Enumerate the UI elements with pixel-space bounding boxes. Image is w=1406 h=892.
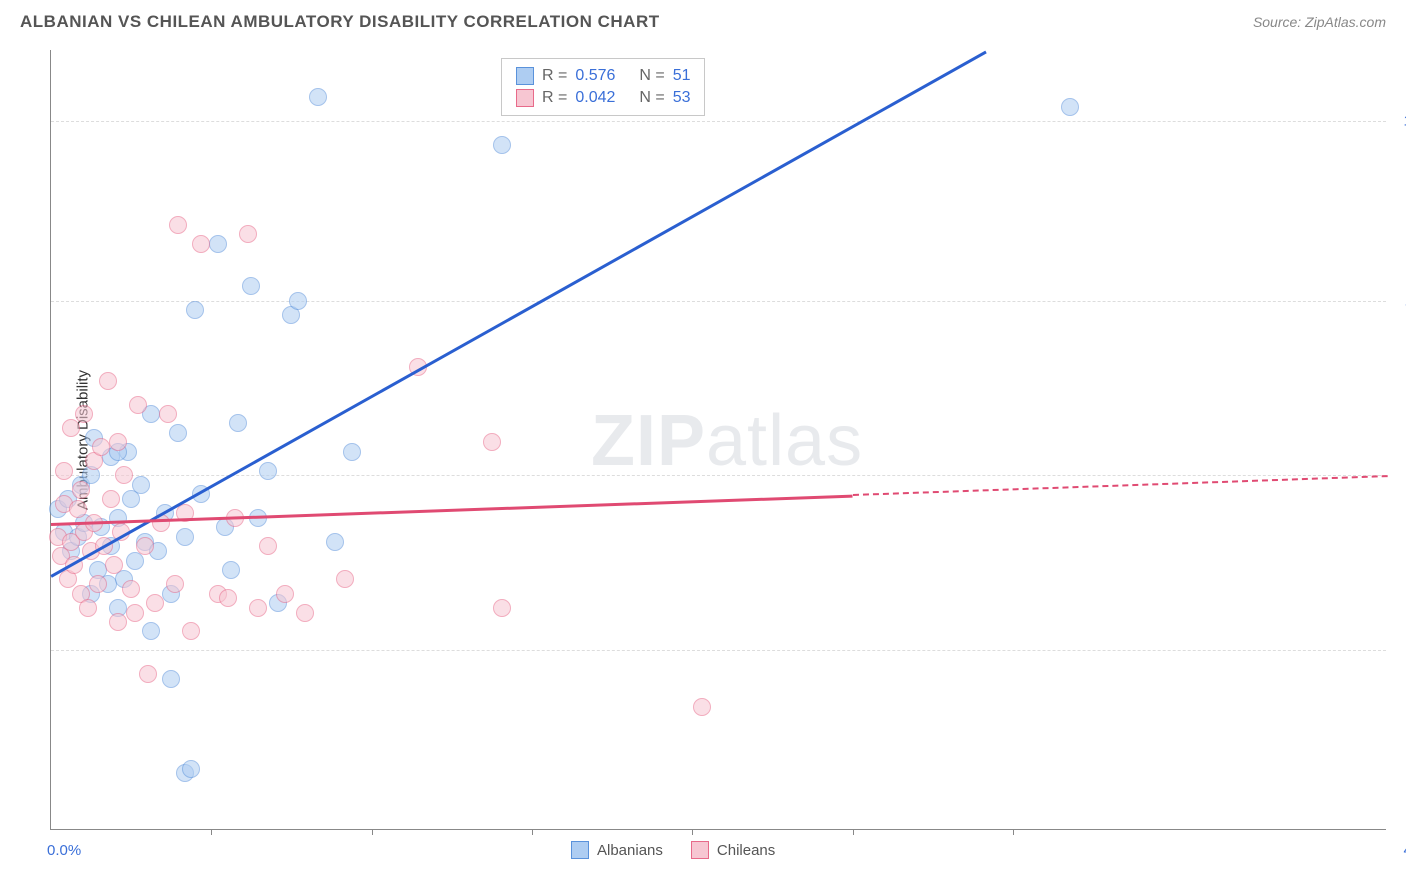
data-point [159,405,177,423]
data-point [69,500,87,518]
data-point [242,277,260,295]
legend-swatch [691,841,709,859]
data-point [259,537,277,555]
y-tick-label: 3.8% [1391,642,1406,659]
data-point [289,292,307,310]
gridline [51,650,1386,651]
data-point [1061,98,1079,116]
data-point [343,443,361,461]
legend-row: R = 0.042 N = 53 [516,87,690,109]
data-point [186,301,204,319]
data-point [89,575,107,593]
data-point [259,462,277,480]
data-point [296,604,314,622]
legend-label: Albanians [597,842,663,859]
y-tick-label: 11.2% [1391,292,1406,309]
chart-header: ALBANIAN VS CHILEAN AMBULATORY DISABILIT… [0,0,1406,40]
legend-swatch [516,89,534,107]
x-tick [532,829,533,835]
data-point [493,599,511,617]
data-point [176,528,194,546]
data-point [109,613,127,631]
data-point [115,466,133,484]
data-point [493,136,511,154]
y-tick-label: 7.5% [1391,467,1406,484]
data-point [132,476,150,494]
data-point [122,580,140,598]
data-point [276,585,294,603]
data-point [192,235,210,253]
data-point [222,561,240,579]
legend-swatch [571,841,589,859]
gridline [51,121,1386,122]
r-label: R = [542,67,567,85]
r-value: 0.042 [575,89,631,107]
scatter-chart: Ambulatory Disability ZIPatlas 3.8%7.5%1… [50,50,1386,830]
data-point [326,533,344,551]
n-label: N = [639,67,664,85]
x-tick [372,829,373,835]
data-point [162,670,180,688]
legend-label: Chileans [717,842,775,859]
data-point [142,622,160,640]
data-point [239,225,257,243]
r-label: R = [542,89,567,107]
data-point [169,424,187,442]
y-tick-label: 15.0% [1391,112,1406,129]
gridline [51,301,1386,302]
data-point [166,575,184,593]
data-point [139,665,157,683]
n-label: N = [639,89,664,107]
data-point [483,433,501,451]
data-point [336,570,354,588]
data-point [136,537,154,555]
data-point [182,622,200,640]
legend-item: Chileans [691,841,775,859]
trend-line [853,475,1387,496]
legend-item: Albanians [571,841,663,859]
data-point [62,419,80,437]
data-point [693,698,711,716]
x-tick [211,829,212,835]
data-point [55,462,73,480]
data-point [109,433,127,451]
data-point [79,599,97,617]
data-point [309,88,327,106]
data-point [229,414,247,432]
data-point [182,760,200,778]
data-point [92,438,110,456]
data-point [146,594,164,612]
chart-source: Source: ZipAtlas.com [1253,14,1386,30]
data-point [105,556,123,574]
data-point [249,599,267,617]
data-point [129,396,147,414]
x-tick [853,829,854,835]
data-point [75,405,93,423]
correlation-legend: R = 0.576 N = 51 R = 0.042 N = 53 [501,58,705,116]
legend-swatch [516,67,534,85]
data-point [72,481,90,499]
n-value: 51 [673,67,691,85]
watermark: ZIPatlas [591,400,863,482]
r-value: 0.576 [575,67,631,85]
data-point [99,372,117,390]
chart-title: ALBANIAN VS CHILEAN AMBULATORY DISABILIT… [20,12,660,32]
x-tick [692,829,693,835]
data-point [126,604,144,622]
series-legend: Albanians Chileans [571,841,775,859]
data-point [102,490,120,508]
data-point [219,589,237,607]
gridline [51,475,1386,476]
data-point [209,235,227,253]
n-value: 53 [673,89,691,107]
legend-row: R = 0.576 N = 51 [516,65,690,87]
x-tick [1013,829,1014,835]
x-axis-label: 0.0% [47,842,81,859]
data-point [169,216,187,234]
